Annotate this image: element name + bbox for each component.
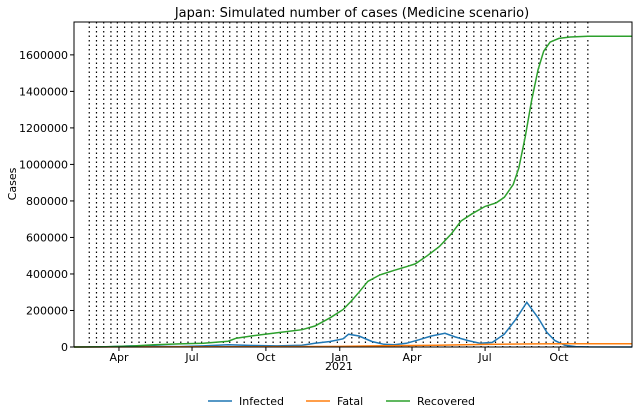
x-axis-offset-label: 2021: [325, 360, 353, 373]
x-tick-label-5: Jul: [477, 351, 491, 364]
series-line-infected: [73, 300, 633, 348]
plot-frame: [73, 21, 633, 348]
series-lines: [73, 35, 633, 348]
chart-title: Japan: Simulated number of cases (Medici…: [174, 6, 529, 21]
x-tick-label-3: Jan: [330, 351, 348, 364]
series-line-recovered: [73, 35, 632, 348]
y-tick-label-2: 400000: [26, 268, 68, 281]
y-tick-label-7: 1400000: [19, 85, 68, 98]
x-tick-label-0: Apr: [109, 351, 129, 364]
y-tick-label-6: 1200000: [19, 122, 68, 135]
legend-label-recovered: Recovered: [417, 395, 475, 408]
y-tick-label-1: 200000: [26, 304, 68, 317]
y-tick-label-8: 1600000: [19, 49, 68, 62]
y-tick-label-5: 1000000: [19, 158, 68, 171]
legend-label-fatal: Fatal: [337, 395, 363, 408]
y-tick-label-3: 600000: [26, 231, 68, 244]
legend: Infected Fatal Recovered: [208, 395, 475, 408]
y-tick-label-4: 800000: [26, 195, 68, 208]
x-tick-label-4: Apr: [402, 351, 422, 364]
axes: 0 200000 400000 600000 800000 1000000 1200000 1…: [19, 49, 569, 364]
y-tick-label-0: 0: [61, 341, 68, 354]
change-date-lines: [88, 22, 589, 347]
x-tick-label-1: Jul: [184, 351, 198, 364]
x-tick-label-6: Oct: [549, 351, 569, 364]
y-axis-label: Cases: [6, 167, 19, 200]
legend-label-infected: Infected: [239, 395, 284, 408]
x-tick-label-2: Oct: [256, 351, 276, 364]
